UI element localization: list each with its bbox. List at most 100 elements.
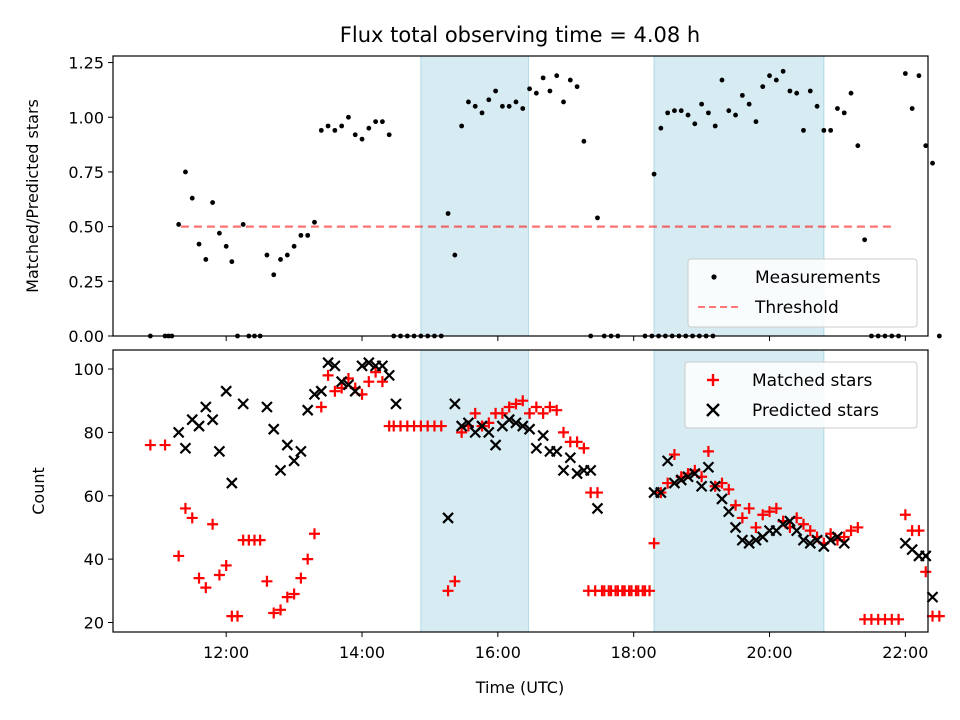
matched-point-23 [308, 528, 320, 540]
measurement-point-88 [692, 121, 698, 127]
measurement-point-61 [554, 73, 560, 79]
matched-point-105 [797, 518, 809, 530]
measurement-point-9 [210, 200, 216, 205]
matched-point-18 [275, 604, 287, 616]
predicted-point-76 [804, 537, 817, 550]
measurement-point-14 [240, 222, 246, 227]
matched-point-97 [743, 502, 755, 514]
measurement-point-102 [787, 88, 793, 94]
measurement-point-25 [312, 219, 317, 225]
predicted-point-36 [483, 426, 495, 439]
predicted-point-5 [206, 413, 219, 426]
measurement-point-34 [373, 119, 379, 125]
predicted-point-43 [530, 442, 543, 455]
measurement-point-106 [814, 103, 820, 109]
measurement-point-100 [773, 77, 779, 83]
predicted-point-62 [709, 480, 721, 493]
top-x-ticks [225, 336, 906, 341]
measurement-point-90 [706, 110, 711, 116]
predicted-point-27 [376, 360, 389, 372]
predicted-point-67 [743, 537, 755, 550]
bottom-ytick-label-3: 80 [84, 423, 104, 442]
legend-measurements-marker [711, 274, 717, 280]
predicted-point-47 [557, 464, 570, 477]
matched-point-33 [376, 376, 388, 388]
matched-point-45 [456, 426, 468, 438]
measurement-point-32 [359, 136, 365, 142]
predicted-point-31 [449, 398, 461, 410]
top-ytick-label-1: 0.25 [68, 272, 104, 291]
matched-point-5 [193, 572, 205, 584]
measurement-point-82 [651, 171, 657, 177]
predicted-point-9 [237, 398, 249, 410]
predicted-point-7 [220, 385, 232, 397]
predicted-point-68 [750, 534, 762, 546]
predicted-point-24 [356, 360, 368, 372]
measurement-point-60 [547, 88, 553, 94]
matched-point-83 [648, 537, 660, 549]
measurement-point-123 [930, 160, 935, 166]
measurement-point-10 [217, 230, 222, 236]
measurement-point-55 [513, 99, 519, 105]
measurement-point-57 [527, 86, 532, 92]
matched-point-111 [838, 531, 850, 543]
matched-point-101 [770, 502, 782, 514]
measurement-point-21 [284, 252, 290, 258]
predicted-point-28 [383, 369, 395, 382]
measurement-point-59 [540, 75, 546, 81]
matched-point-112 [845, 525, 857, 537]
matched-point-123 [920, 566, 932, 578]
measurement-point-119 [902, 71, 908, 76]
matched-point-54 [517, 395, 529, 407]
bottom-legend: Matched stars Predicted stars [684, 361, 918, 429]
predicted-point-17 [308, 388, 321, 401]
measurement-point-63 [567, 77, 573, 83]
top-y-axis-label: Matched/Predicted stars [23, 99, 42, 293]
matched-point-125 [933, 610, 945, 622]
predicted-point-56 [668, 477, 681, 489]
measurement-point-27 [325, 123, 331, 129]
matched-point-99 [757, 509, 769, 521]
matched-point-15 [254, 534, 266, 546]
predicted-point-21 [335, 375, 348, 388]
measurement-point-8 [203, 257, 209, 262]
matched-point-4 [186, 512, 198, 524]
measurement-point-11 [223, 243, 229, 249]
measurement-point-23 [298, 232, 304, 238]
measurement-point-5 [183, 169, 188, 175]
measurement-point-87 [685, 112, 691, 118]
measurement-point-103 [794, 90, 800, 96]
measurement-point-18 [264, 252, 270, 258]
matched-point-56 [530, 401, 542, 413]
matched-point-106 [804, 525, 816, 537]
legend-predicted-label: Predicted stars [752, 401, 879, 421]
matched-point-0 [144, 439, 156, 451]
measurement-point-24 [305, 232, 311, 238]
measurement-point-124 [936, 333, 942, 339]
measurement-point-28 [332, 127, 338, 133]
legend-matched-label: Matched stars [752, 371, 872, 391]
predicted-point-57 [675, 474, 688, 486]
measurement-point-19 [271, 272, 277, 278]
measurement-point-53 [499, 103, 505, 109]
measurement-point-67 [595, 215, 600, 221]
top-ytick-label-3: 0.75 [68, 163, 104, 182]
measurement-point-33 [366, 125, 372, 131]
measurement-point-52 [493, 88, 498, 94]
matched-point-95 [730, 499, 742, 511]
measurement-point-54 [506, 103, 512, 109]
matched-point-22 [302, 553, 314, 565]
xtick-label-4: 20:00 [746, 643, 792, 662]
predicted-point-18 [315, 385, 328, 397]
measurement-point-4 [176, 222, 182, 227]
xtick-label-2: 16:00 [475, 643, 521, 662]
matched-point-85 [662, 477, 674, 489]
predicted-point-51 [584, 464, 597, 477]
legend-predicted-marker [706, 403, 720, 417]
matched-point-53 [510, 398, 522, 410]
predicted-point-6 [213, 445, 226, 458]
top-y-ticks: 0.00 0.25 0.50 0.75 1.00 1.25 [68, 54, 113, 346]
matched-point-91 [702, 445, 714, 457]
measurement-point-104 [801, 127, 806, 133]
measurement-point-83 [658, 125, 664, 131]
